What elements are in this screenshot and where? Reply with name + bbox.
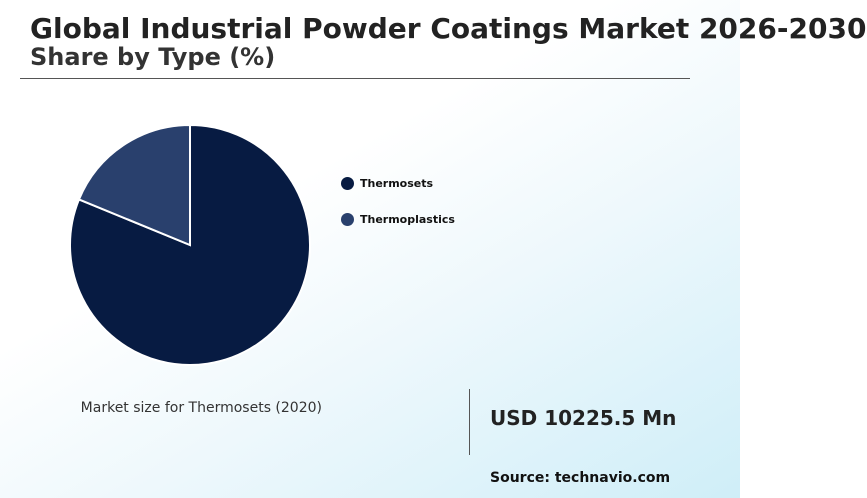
pie-slice-thermoplastics: [77, 123, 191, 247]
legend-item-thermoplastics: Thermoplastics: [341, 211, 455, 227]
market-size-label: Market size for Thermosets (2020): [80, 400, 322, 416]
legend-label: Thermoplastics: [360, 212, 455, 226]
chart-legend: Thermosets Thermoplastics: [341, 175, 455, 247]
source-credit: Source: technavio.com: [490, 470, 671, 486]
legend-swatch: [341, 212, 354, 226]
legend-swatch: [341, 176, 354, 190]
chart-subtitle: Share by Type (%): [30, 43, 276, 71]
legend-item-thermosets: Thermosets: [341, 175, 455, 191]
legend-label: Thermosets: [360, 176, 434, 190]
chart-title: Global Industrial Powder Coatings Market…: [30, 12, 867, 45]
title-divider: [20, 78, 690, 79]
pie-chart: [69, 123, 311, 366]
market-size-divider: [469, 389, 470, 455]
market-size-value: USD 10225.5 Mn: [490, 406, 677, 430]
